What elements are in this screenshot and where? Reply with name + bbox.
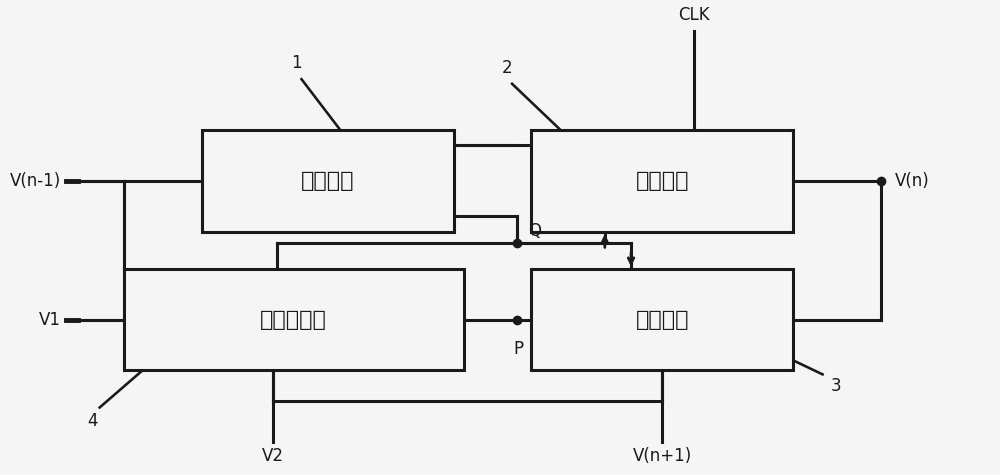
Text: 抗干扰电路: 抗干扰电路 (260, 310, 327, 330)
Text: V(n): V(n) (895, 172, 930, 190)
Text: Q: Q (529, 222, 542, 239)
Text: V2: V2 (262, 447, 284, 465)
Text: 3: 3 (830, 377, 841, 395)
Text: V(n-1): V(n-1) (10, 172, 61, 190)
Text: 2: 2 (502, 59, 513, 77)
Text: 下拉电路: 下拉电路 (636, 310, 689, 330)
Bar (531, 269, 793, 370)
Bar (531, 130, 793, 232)
Bar (124, 269, 464, 370)
Text: 4: 4 (88, 412, 98, 430)
Bar (202, 130, 454, 232)
Text: P: P (514, 341, 524, 359)
Text: V1: V1 (39, 311, 61, 329)
Text: 1: 1 (291, 54, 302, 72)
Text: V(n+1): V(n+1) (633, 447, 692, 465)
Text: CLK: CLK (678, 6, 710, 24)
Text: 充电电路: 充电电路 (301, 171, 354, 191)
Text: 上拉电路: 上拉电路 (636, 171, 689, 191)
